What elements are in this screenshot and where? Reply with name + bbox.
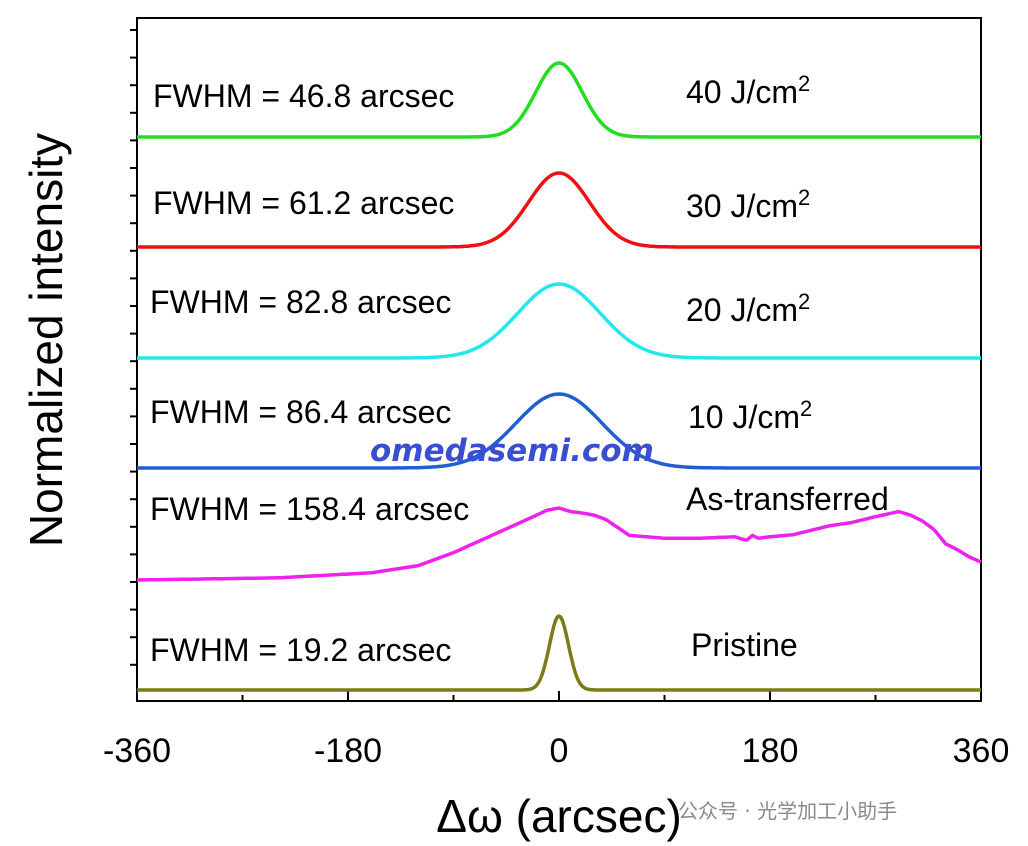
series-line-pristine: [137, 614, 981, 692]
condition-label-pristine: Pristine: [691, 627, 798, 663]
fwhm-label-30: FWHM = 61.2 arcsec: [153, 185, 454, 221]
fwhm-label-20: FWHM = 82.8 arcsec: [150, 284, 451, 320]
fwhm-label-as-transferred: FWHM = 158.4 arcsec: [150, 491, 469, 527]
fwhm-label-10: FWHM = 86.4 arcsec: [150, 394, 451, 430]
series-line-as-transferred: [137, 506, 982, 582]
series-line-40-j-cm2: [137, 61, 981, 139]
x-tick-label: 180: [742, 732, 799, 770]
condition-label-30: 30 J/cm2: [686, 185, 810, 225]
series-group: [137, 61, 982, 692]
axis-ticks: [130, 29, 982, 701]
x-tick-label: 360: [953, 732, 1010, 770]
condition-label-20: 20 J/cm2: [686, 289, 810, 329]
x-tick-label: -180: [314, 732, 382, 770]
condition-label-as-transferred: As-transferred: [686, 481, 889, 517]
fwhm-label-pristine: FWHM = 19.2 arcsec: [150, 632, 451, 668]
fwhm-label-40: FWHM = 46.8 arcsec: [153, 78, 454, 114]
y-axis-title: Normalized intensity: [20, 133, 72, 547]
x-axis-title: Δω (arcsec): [436, 790, 682, 842]
x-tick-label: 0: [550, 732, 569, 770]
source-label: 公众号 · 光学加工小助手: [678, 799, 897, 823]
watermark: omedasemi.com: [370, 433, 654, 469]
condition-label-10: 10 J/cm2: [688, 396, 812, 436]
x-tick-label: -360: [103, 732, 171, 770]
series-line-10-j-cm2: [137, 392, 981, 470]
condition-label-40: 40 J/cm2: [686, 71, 810, 111]
series-line-20-j-cm2: [137, 282, 981, 360]
series-line-30-j-cm2: [137, 171, 981, 249]
